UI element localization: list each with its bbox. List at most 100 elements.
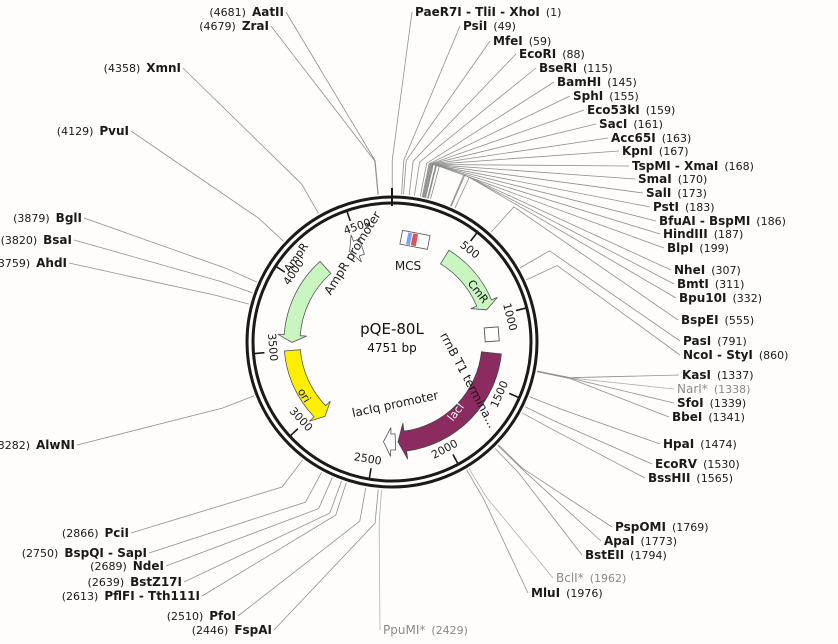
plasmid-name: pQE-80L — [360, 320, 424, 338]
site-name: PspOMI — [615, 520, 666, 534]
rrnb-terminator-box — [483, 326, 500, 343]
site-position: (1337) — [717, 369, 754, 382]
site-position: (49) — [493, 20, 516, 33]
site-leader-line — [423, 137, 609, 198]
site-position: (4679) — [199, 20, 236, 33]
site-leader-line — [468, 468, 554, 579]
tick-mark — [452, 454, 459, 464]
site-position: (163) — [662, 132, 692, 145]
site-position: (2639) — [88, 576, 125, 589]
site-name: KpnI — [622, 144, 653, 158]
site-name: PsiI — [463, 19, 487, 33]
site-leader-line — [378, 489, 382, 631]
site-label: BstZ17I (2639) — [88, 575, 182, 589]
site-name: MluI — [531, 586, 560, 600]
site-position: (4681) — [209, 6, 246, 19]
site-leader-line — [183, 480, 342, 583]
site-label: PflFI - Tth111I (2613) — [62, 589, 200, 603]
mcs-insert-mark — [410, 233, 419, 247]
tick-mark — [346, 211, 352, 222]
site-name: BspEI — [681, 313, 719, 327]
site-position: (1769) — [672, 521, 709, 534]
site-position: (2689) — [90, 560, 127, 573]
site-leader-line — [450, 174, 672, 271]
site-position: (161) — [633, 118, 663, 131]
site-leader-line — [497, 445, 602, 542]
site-leader-line — [130, 130, 284, 242]
site-name: MfeI — [493, 34, 523, 48]
ampr-arrow — [277, 260, 332, 343]
site-label: ZraI (4679) — [199, 19, 269, 33]
site-position: (3282) — [0, 439, 30, 452]
site-leader-line — [466, 469, 529, 594]
site-label: PfoI (2510) — [167, 609, 236, 623]
site-position: (199) — [699, 242, 729, 255]
site-position: (1) — [546, 6, 562, 19]
site-leader-line — [450, 174, 675, 285]
site-label: NcoI - StyI (860) — [683, 348, 788, 362]
site-position: (1474) — [700, 438, 737, 451]
site-position: (1530) — [703, 458, 740, 471]
site-label: SfoI (1339) — [677, 396, 746, 410]
site-label: BbeI (1341) — [672, 410, 745, 424]
site-name: SmaI — [638, 172, 672, 186]
site-name: BglI — [56, 211, 82, 225]
site-leader-line — [182, 67, 319, 214]
site-label: HpaI (1474) — [663, 437, 737, 451]
site-leader-line — [165, 477, 333, 567]
site-position: (1794) — [630, 549, 667, 562]
site-position: (59) — [529, 35, 552, 48]
site-name: Bpu10I — [679, 291, 726, 305]
site-label: NheI (307) — [674, 263, 741, 277]
site-label: SmaI (170) — [638, 172, 707, 186]
site-leader-line — [422, 123, 597, 198]
site-leader-line — [536, 371, 670, 418]
site-leader-line — [419, 81, 555, 197]
site-position: (1565) — [696, 472, 733, 485]
site-name: ZraI — [242, 19, 269, 33]
site-position: (187) — [714, 228, 744, 241]
site-label: KasI (1337) — [682, 368, 754, 382]
tick-label: 3500 — [265, 333, 280, 362]
site-name: BspQI - SapI — [64, 546, 147, 560]
site-name: SphI — [573, 89, 603, 103]
site-leader-line — [521, 412, 646, 479]
site-name: SalI — [646, 186, 671, 200]
site-position: (3759) — [0, 257, 30, 270]
site-leader-line — [201, 482, 347, 597]
site-name: KasI — [682, 368, 711, 382]
site-name: PasI — [683, 334, 711, 348]
site-leader-line — [519, 250, 681, 342]
site-leader-line — [421, 95, 571, 198]
site-name: NcoI - StyI — [683, 348, 753, 362]
site-position: (2429) — [431, 624, 468, 637]
site-position: (4358) — [104, 62, 141, 75]
site-name: BbeI — [672, 410, 702, 424]
tick-mark — [290, 428, 299, 437]
site-label: EcoRV (1530) — [655, 457, 740, 471]
tick-mark — [508, 392, 519, 399]
site-leader-line — [270, 25, 379, 195]
site-name: BamHI — [557, 75, 601, 89]
site-label: PpuMI* (2429) — [383, 623, 468, 637]
site-name: Eco53kI — [587, 103, 640, 117]
site-name: NheI — [674, 263, 705, 277]
site-position: (860) — [759, 349, 789, 362]
site-label: PaeR7I - TliI - XhoI (1) — [415, 5, 561, 19]
site-label: FspAI (2446) — [192, 623, 272, 637]
site-leader-line — [427, 164, 651, 208]
site-label: BsaI (3820) — [1, 233, 72, 247]
site-position: (1339) — [710, 397, 747, 410]
site-label: PspOMI (1769) — [615, 520, 709, 534]
site-leader-line — [401, 25, 461, 195]
site-name: SfoI — [677, 396, 704, 410]
site-position: (168) — [724, 160, 754, 173]
plasmid-length: 4751 bp — [367, 341, 417, 355]
site-label: NarI* (1338) — [677, 382, 750, 396]
site-label: XmnI (4358) — [104, 61, 181, 75]
site-name: BssHII — [648, 471, 690, 485]
site-name: PaeR7I - TliI - XhoI — [415, 5, 540, 19]
site-name: TspMI - XmaI — [632, 159, 718, 173]
site-position: (145) — [607, 76, 637, 89]
